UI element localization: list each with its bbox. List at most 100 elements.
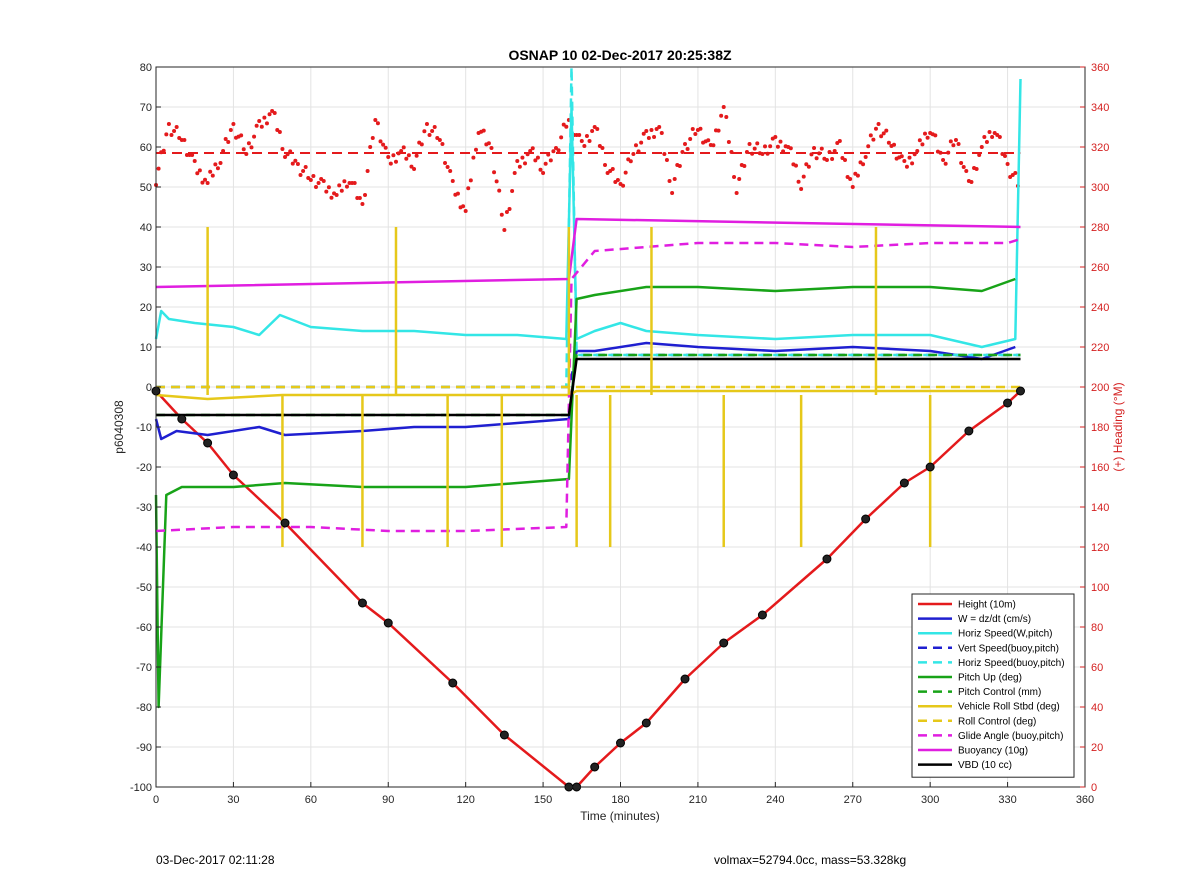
y-right-tick-label: 120	[1091, 542, 1109, 554]
heading-point	[848, 177, 853, 181]
heading-point	[489, 146, 494, 150]
heading-point	[564, 124, 569, 129]
y-right-tick-label: 160	[1091, 462, 1109, 474]
heading-point	[1013, 171, 1018, 175]
y-left-tick-label: -90	[136, 742, 152, 754]
heading-point	[197, 168, 202, 173]
heading-point	[363, 193, 368, 197]
height-marker	[383, 618, 393, 628]
heading-point	[352, 181, 357, 185]
heading-point	[711, 143, 716, 148]
heading-point	[252, 134, 257, 139]
heading-point	[912, 152, 917, 157]
y-right-tick-label: 100	[1091, 582, 1109, 594]
height-marker	[861, 514, 871, 524]
heading-point	[375, 121, 380, 126]
footer-timestamp: 03-Dec-2017 02:11:28	[156, 853, 275, 867]
heading-point	[646, 136, 651, 140]
heading-point	[778, 139, 783, 144]
legend-label: Glide Angle (buoy,pitch)	[958, 731, 1063, 742]
heading-point	[208, 169, 213, 174]
heading-point	[517, 164, 522, 169]
heading-point	[752, 146, 757, 151]
series-line-0	[155, 390, 1022, 789]
y-right-tick-label: 300	[1091, 182, 1109, 194]
heading-point	[391, 153, 396, 158]
heading-point	[837, 139, 842, 143]
y-left-tick-label: 50	[140, 182, 152, 194]
y-right-tick-label: 200	[1091, 382, 1109, 394]
heading-point	[399, 149, 404, 153]
heading-point	[910, 161, 915, 166]
heading-point	[873, 126, 878, 131]
legend-label: VBD (10 cc)	[958, 760, 1012, 771]
legend-label: Pitch Up (deg)	[958, 673, 1022, 684]
heading-point	[850, 185, 855, 189]
heading-point	[515, 159, 520, 163]
heading-point	[381, 142, 386, 147]
heading-point	[987, 130, 992, 134]
heading-point	[680, 150, 685, 154]
heading-point	[414, 153, 419, 158]
y-left-tick-label: -70	[136, 662, 152, 674]
heading-point	[899, 154, 904, 159]
heading-point	[623, 170, 628, 175]
y-right-tick-label: 0	[1091, 782, 1097, 794]
heading-point	[303, 165, 308, 169]
heading-point	[257, 119, 262, 123]
heading-point	[507, 207, 512, 211]
x-tick-label: 0	[153, 794, 159, 806]
heading-point	[982, 135, 987, 139]
heading-point	[311, 174, 316, 178]
x-tick-label: 210	[689, 794, 707, 806]
y-left-tick-label: -10	[136, 422, 152, 434]
heading-point	[523, 161, 528, 166]
heading-point	[427, 133, 432, 137]
heading-point	[174, 125, 179, 129]
heading-point	[520, 155, 525, 160]
heading-point	[510, 189, 515, 193]
height-marker	[641, 718, 651, 728]
heading-point	[693, 132, 698, 136]
heading-point	[298, 173, 303, 177]
axes: 0 30 60 90 120 150 180 210 240 270 300 330 360807060…	[130, 62, 1109, 806]
y-right-tick-label: 240	[1091, 302, 1109, 314]
heading-point	[290, 161, 295, 166]
heading-point	[652, 135, 657, 139]
heading-point	[760, 152, 765, 156]
height-marker	[1003, 398, 1013, 408]
heading-point	[886, 140, 891, 145]
heading-point	[685, 147, 690, 151]
heading-point	[169, 133, 174, 137]
heading-point	[951, 143, 956, 148]
heading-point	[215, 166, 220, 171]
heading-point	[313, 185, 318, 189]
x-tick-label: 270	[844, 794, 862, 806]
heading-point	[917, 138, 922, 143]
heading-point	[775, 144, 780, 149]
heading-point	[386, 155, 391, 159]
heading-point	[424, 122, 429, 126]
heading-point	[551, 149, 556, 154]
heading-point	[698, 126, 703, 131]
heading-point	[868, 133, 873, 138]
heading-point	[280, 147, 285, 151]
heading-point	[221, 149, 226, 153]
y-left-tick-label: 80	[140, 62, 152, 74]
y-axis-label-right: (+) Heading (°M)	[1111, 382, 1125, 471]
heading-point	[688, 137, 693, 141]
height-marker	[719, 638, 729, 648]
heading-point	[295, 162, 300, 166]
heading-point	[590, 129, 595, 133]
heading-point	[742, 164, 747, 168]
series-line-1	[154, 341, 1016, 441]
height-marker	[616, 738, 625, 748]
heading-point	[512, 171, 517, 175]
series-line-7	[155, 389, 1021, 401]
y-right-tick-label: 220	[1091, 342, 1109, 354]
heading-point	[272, 111, 277, 115]
heading-point	[615, 178, 620, 182]
heading-point	[977, 153, 982, 157]
y-left-tick-label: -20	[136, 462, 152, 474]
